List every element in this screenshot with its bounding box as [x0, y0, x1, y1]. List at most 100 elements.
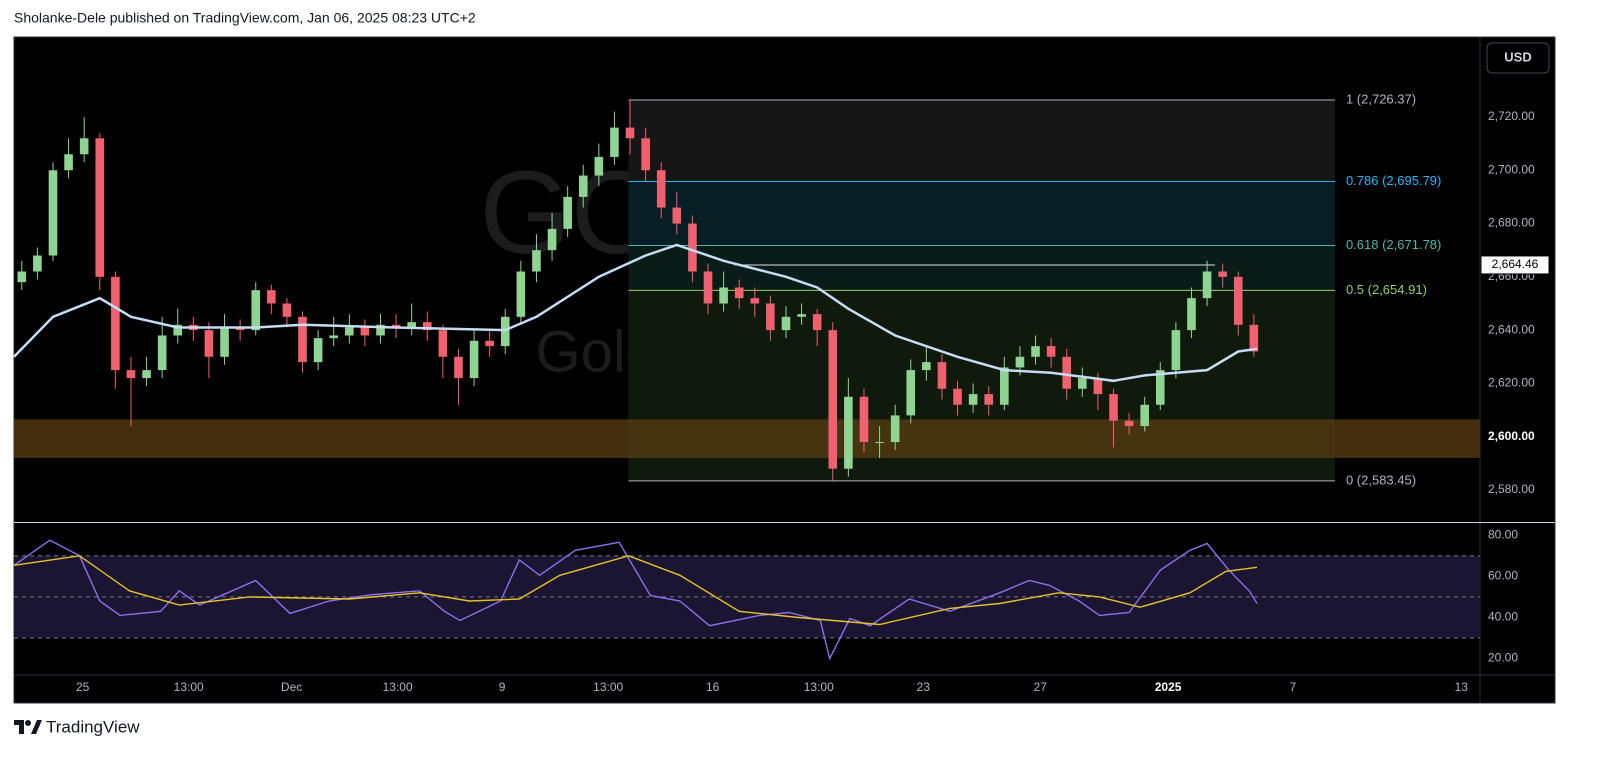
- header: Sholanke-Dele published on TradingView.c…: [14, 10, 476, 26]
- candle-body: [267, 290, 276, 304]
- x-tick-label: 16: [706, 680, 720, 694]
- candle-body: [500, 316, 510, 347]
- candle-body: [1109, 394, 1118, 421]
- candle-body: [734, 287, 744, 299]
- candle-body: [984, 394, 994, 405]
- candle-body: [781, 316, 791, 331]
- candle-body: [1171, 330, 1181, 371]
- candle-body: [17, 271, 27, 283]
- candle-body: [64, 154, 73, 171]
- x-tick-label: 13:00: [383, 680, 413, 694]
- x-tick-label: 2025: [1155, 680, 1182, 694]
- candle-body: [968, 394, 978, 405]
- rsi-tick-label: 80.00: [1488, 527, 1518, 541]
- candle-body: [157, 335, 167, 371]
- candle-body: [656, 170, 666, 208]
- candle-body: [329, 335, 339, 339]
- y-tick-label: 2,640.00: [1488, 322, 1535, 336]
- candle-body: [1000, 367, 1009, 405]
- candle-body: [688, 223, 697, 272]
- fib-fill: [628, 181, 1335, 246]
- candle-body: [79, 138, 89, 155]
- candle-body: [111, 276, 120, 371]
- price-label-box: [1480, 255, 1550, 275]
- fib-label: 0.786 (2,695.79): [1346, 173, 1441, 188]
- candle-body: [126, 370, 136, 379]
- candle-body: [859, 396, 869, 443]
- x-tick-label: 23: [917, 680, 931, 694]
- candle-body: [48, 170, 58, 256]
- candle-body: [1031, 346, 1040, 357]
- y-tick-label: 2,680.00: [1488, 216, 1535, 230]
- candle-body: [220, 327, 229, 357]
- candle-body: [594, 156, 604, 176]
- currency-label[interactable]: USD: [1504, 49, 1531, 64]
- candle-body: [1218, 271, 1227, 277]
- y-tick-label: 2,620.00: [1488, 376, 1535, 390]
- fib-label: 1 (2,726.37): [1346, 91, 1416, 106]
- candle-body: [875, 442, 884, 444]
- candle-body: [937, 362, 947, 389]
- support-zone: [14, 419, 1480, 459]
- candle-body: [578, 175, 588, 197]
- candle-body: [1093, 378, 1103, 395]
- candle-body: [906, 370, 916, 416]
- candle-body: [33, 255, 42, 272]
- x-tick-label: 7: [1290, 680, 1297, 694]
- candle-body: [953, 388, 962, 405]
- candle-body: [828, 330, 838, 469]
- x-tick-label: Dec: [281, 680, 302, 694]
- candle-body: [235, 327, 245, 331]
- candle-body: [95, 138, 105, 277]
- candle-body: [766, 303, 775, 331]
- candle-body: [1124, 420, 1134, 427]
- x-tick-label: 13:00: [593, 680, 623, 694]
- candle-body: [1046, 346, 1056, 357]
- candle-body: [890, 415, 900, 443]
- candle-body: [142, 370, 151, 379]
- y-tick-label: 2,600.00: [1488, 429, 1535, 443]
- fib-fill: [628, 99, 1335, 182]
- candle-body: [625, 127, 635, 139]
- candle-body: [750, 298, 760, 304]
- fib-fill: [628, 245, 1335, 291]
- candle-body: [407, 322, 416, 328]
- x-tick-label: 9: [499, 680, 506, 694]
- candle-body: [922, 362, 931, 371]
- candle-body: [547, 228, 557, 251]
- candle-body: [422, 322, 432, 331]
- candle-body: [641, 138, 650, 171]
- candle-body: [563, 196, 572, 229]
- candle-body: [1140, 404, 1149, 427]
- candle-body: [360, 327, 370, 336]
- currency-button[interactable]: [1486, 42, 1550, 74]
- candle-body: [1249, 324, 1259, 352]
- logo: [14, 720, 42, 734]
- y-tick-label: 2,580.00: [1488, 482, 1535, 496]
- candle-body: [703, 271, 713, 304]
- candle-body: [1202, 271, 1212, 299]
- candle-body: [1062, 356, 1072, 389]
- fib-label: 0.618 (2,671.78): [1346, 237, 1441, 252]
- candle-body: [345, 327, 354, 336]
- y-tick-label: 2,700.00: [1488, 162, 1535, 176]
- candle-body: [844, 396, 853, 469]
- candle-body: [610, 127, 619, 157]
- x-tick-label: 27: [1034, 680, 1048, 694]
- candle-body: [672, 207, 682, 224]
- rsi-tick-label: 40.00: [1488, 610, 1518, 624]
- rsi-line: [13, 555, 1258, 626]
- main-pane: GOLD, 4hGold (XAUUSD)1 (2,726.37)0.786 (…: [13, 37, 1555, 703]
- x-tick-label: 25: [76, 680, 90, 694]
- fib-label: 0.5 (2,654.91): [1346, 282, 1427, 297]
- candle-body: [532, 250, 541, 272]
- fib-label: 0 (2,583.45): [1346, 472, 1416, 487]
- candle-body: [438, 330, 448, 357]
- candle-body: [204, 330, 214, 357]
- candle-body: [812, 314, 822, 331]
- candle-body: [298, 316, 307, 363]
- rsi-line: [13, 539, 1258, 661]
- footer-brand: TradingView: [46, 717, 140, 736]
